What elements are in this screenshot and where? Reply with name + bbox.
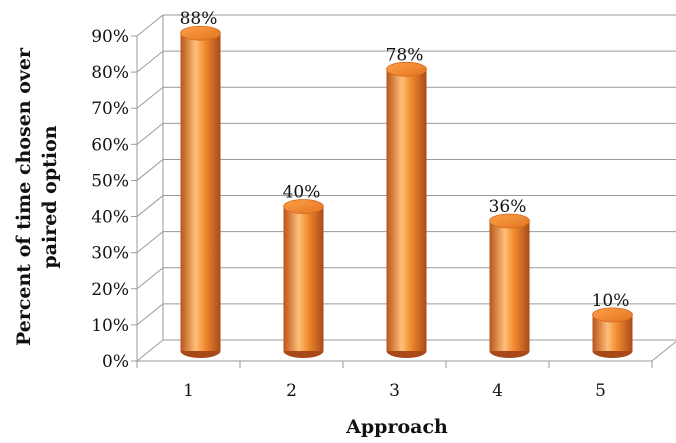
bars [180, 25, 633, 358]
x-tick-labels: 1 2 3 4 5 [183, 381, 606, 401]
x-axis-title: Approach [345, 416, 448, 438]
data-label: 78% [386, 45, 424, 65]
data-label: 10% [592, 291, 630, 311]
bar [592, 307, 633, 358]
y-tick-label: 0% [102, 352, 129, 372]
y-tick-label: 40% [91, 208, 129, 228]
y-tick-label: 90% [91, 27, 129, 47]
y-tick-label: 70% [91, 99, 129, 119]
data-labels: 88% 40% 78% 36% 10% [180, 9, 630, 311]
axes [136, 15, 676, 368]
gridline [131, 50, 676, 73]
data-label: 40% [283, 183, 321, 203]
x-tick-label: 5 [595, 381, 606, 401]
y-axis-title-line-2: paired option [39, 125, 61, 268]
bar [180, 25, 221, 358]
y-tick-label: 60% [91, 135, 129, 155]
y-tick-label: 80% [91, 63, 129, 83]
y-tick-label: 30% [91, 244, 129, 264]
y-tick-label: 20% [91, 280, 129, 300]
x-tick-label: 4 [492, 381, 503, 401]
y-axis-title-line-1: Percent of time chosen over [13, 47, 35, 346]
data-label: 36% [489, 197, 527, 217]
x-tick-label: 3 [389, 381, 400, 401]
y-tick-label: 10% [91, 316, 129, 336]
x-tick-label: 2 [286, 381, 297, 401]
data-label: 88% [180, 9, 218, 29]
bar [386, 61, 427, 358]
gridline [131, 14, 676, 37]
bar [489, 213, 530, 358]
y-tick-label: 50% [91, 171, 129, 191]
y-axis-title: Percent of time chosen over paired optio… [13, 47, 61, 346]
y-tick-labels: 0% 10% 20% 30% 40% 50% 60% 70% 80% 90% [91, 27, 129, 372]
x-tick-label: 1 [183, 381, 194, 401]
bar [283, 199, 324, 358]
